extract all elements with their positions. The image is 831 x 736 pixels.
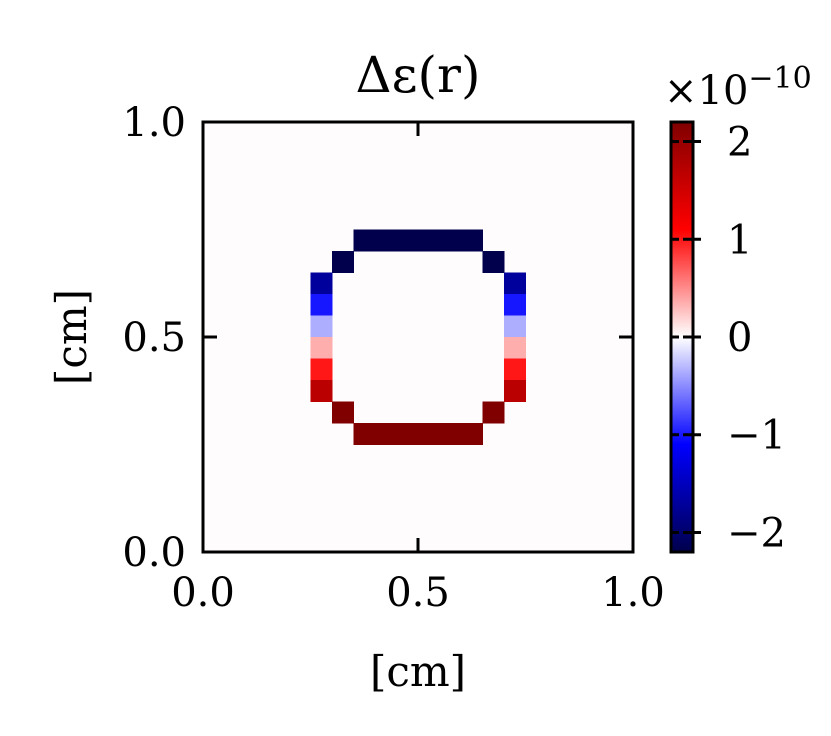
y-axis-label: [cm]: [47, 289, 96, 385]
colorbar-tick-label: 1: [727, 217, 752, 263]
heatmap-cell: [504, 380, 526, 402]
heatmap-cell: [310, 337, 333, 359]
colorbar: 2 1 0 −1 −2 ×10−10: [664, 61, 812, 556]
heatmap-cell: [332, 401, 354, 424]
heatmap-cell: [504, 358, 526, 381]
colorbar-exponent-power: −10: [748, 61, 811, 96]
heatmap-cell: [310, 380, 333, 402]
colorbar-exponent-base: ×10: [664, 68, 748, 114]
y-tick-label: 0.5: [122, 315, 186, 361]
colorbar-exponent-label: ×10−10: [664, 61, 812, 114]
y-tick-label: 0.0: [122, 530, 186, 576]
colorbar-gradient: [671, 122, 693, 552]
colorbar-tick-label: 2: [727, 120, 752, 166]
heatmap-cell: [353, 229, 483, 252]
heatmap-cell: [353, 423, 483, 445]
heatmap-cell: [332, 251, 354, 273]
heatmap-cell: [482, 401, 505, 424]
x-tick-label: 1.0: [601, 570, 665, 616]
colorbar-ticks: 2 1 0 −1 −2: [671, 120, 786, 556]
chart-title: Δε(r): [356, 46, 481, 104]
heatmap-cell: [482, 251, 505, 273]
heatmap-cell: [310, 272, 333, 295]
colorbar-tick-label: 0: [727, 315, 752, 361]
heatmap-cell: [504, 294, 526, 316]
plot-area: [201, 120, 635, 554]
heatmap-cell: [504, 337, 526, 359]
colorbar-tick-label: −2: [727, 510, 786, 556]
x-axis-label: [cm]: [370, 647, 466, 696]
plot-ticks: [201, 120, 635, 554]
x-tick-label: 0.5: [386, 570, 450, 616]
heatmap-cell: [310, 358, 333, 381]
heatmap-cell: [504, 272, 526, 295]
x-tick-label: 0.0: [171, 570, 235, 616]
heatmap-cell: [310, 294, 333, 316]
plot-background: [203, 122, 633, 552]
y-tick-label: 1.0: [122, 100, 186, 146]
heatmap-cell: [504, 315, 526, 338]
heatmap-cells: [310, 229, 526, 445]
colorbar-tick-label: −1: [727, 413, 786, 459]
heatmap-cell: [310, 315, 333, 338]
